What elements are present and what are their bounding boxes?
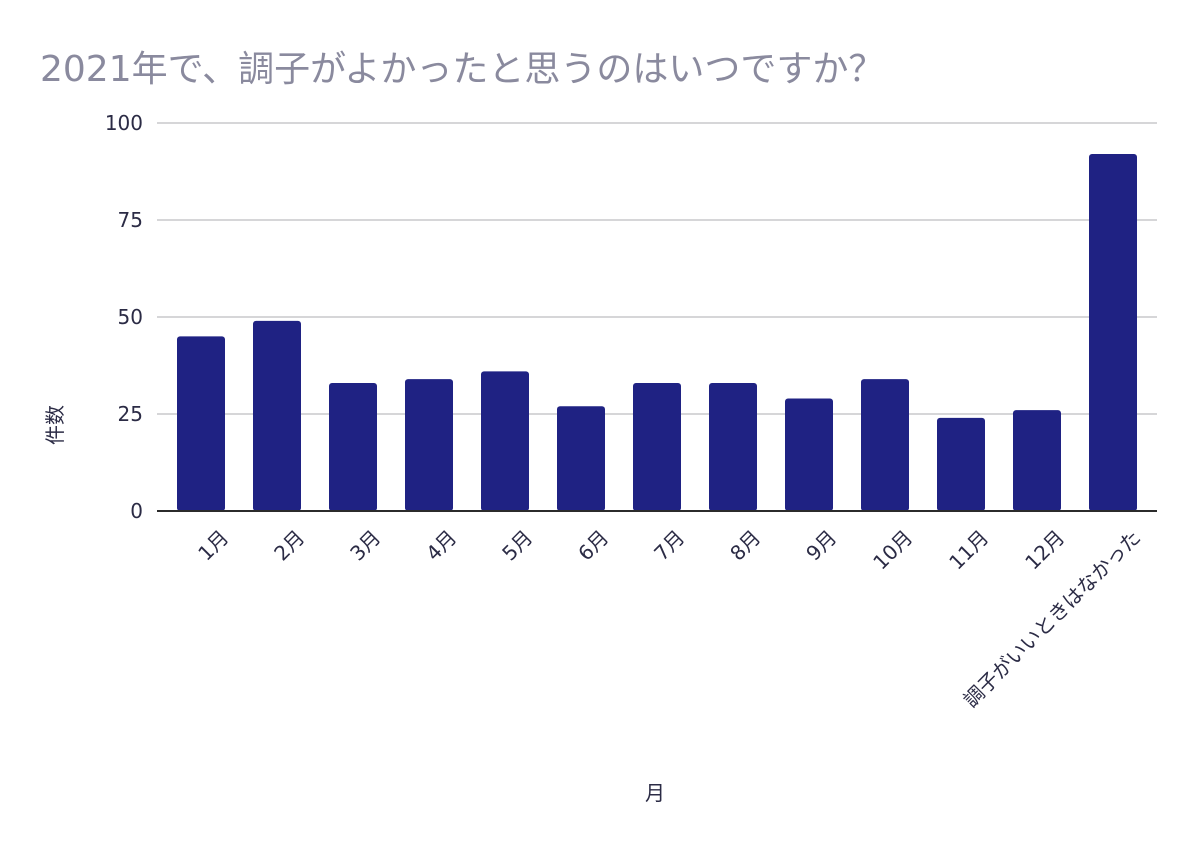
bar bbox=[861, 379, 909, 511]
x-tick-label: 12月 bbox=[1020, 525, 1069, 574]
y-tick-label: 25 bbox=[118, 402, 143, 426]
bar bbox=[633, 382, 681, 511]
bar bbox=[1089, 154, 1137, 512]
bar bbox=[937, 417, 985, 511]
y-axis-title: 件数 bbox=[43, 405, 67, 445]
x-tick-label: 5月 bbox=[497, 525, 537, 565]
x-tick-label: 6月 bbox=[573, 525, 613, 565]
bar bbox=[253, 320, 301, 511]
chart-title: 2021年で、調子がよかったと思うのはいつですか？ bbox=[40, 49, 885, 90]
x-tick-label: 7月 bbox=[649, 525, 689, 565]
x-tick-label: 2月 bbox=[269, 525, 309, 565]
bar bbox=[405, 379, 453, 511]
bar bbox=[329, 382, 377, 511]
x-tick-label: 1月 bbox=[193, 525, 233, 565]
y-tick-label: 0 bbox=[130, 499, 143, 523]
x-tick-label: 9月 bbox=[801, 525, 841, 565]
x-tick-label: 3月 bbox=[345, 525, 385, 565]
x-tick-label: 4月 bbox=[421, 525, 461, 565]
bar bbox=[785, 398, 833, 511]
x-tick-label: 11月 bbox=[944, 525, 993, 574]
bar bbox=[177, 336, 225, 511]
x-axis-title: 月 bbox=[645, 781, 665, 805]
bar bbox=[709, 382, 757, 511]
bar bbox=[481, 371, 529, 511]
y-tick-label: 50 bbox=[118, 305, 143, 329]
y-axis-ticks: 0 25 50 75 100 bbox=[105, 111, 143, 523]
bars bbox=[177, 154, 1137, 512]
x-tick-label: 8月 bbox=[725, 525, 765, 565]
y-tick-label: 75 bbox=[118, 208, 143, 232]
grid-lines bbox=[157, 122, 1157, 415]
bar bbox=[1013, 410, 1061, 511]
bar bbox=[557, 406, 605, 511]
y-tick-label: 100 bbox=[105, 111, 143, 135]
x-tick-label: 10月 bbox=[868, 525, 917, 574]
